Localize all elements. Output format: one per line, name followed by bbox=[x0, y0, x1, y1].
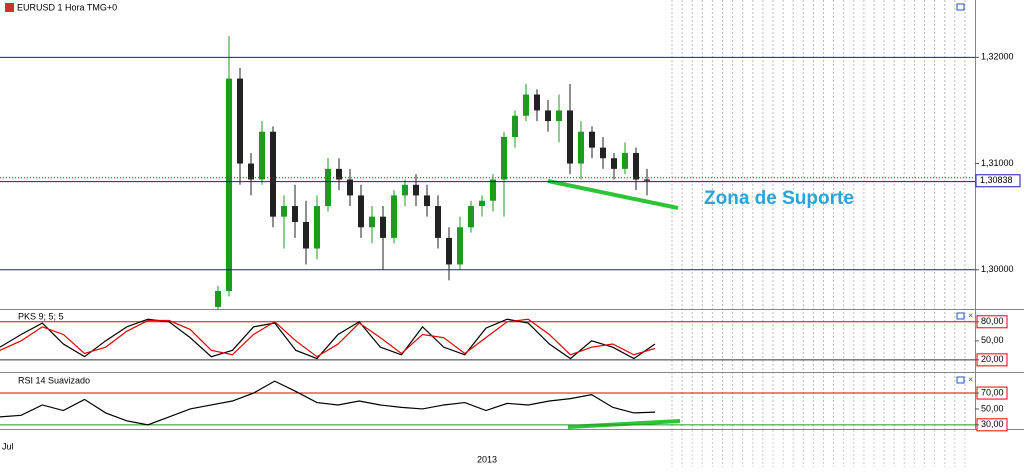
candle-body bbox=[512, 115, 518, 138]
candle-body bbox=[402, 184, 408, 196]
future-grid bbox=[671, 0, 966, 467]
candle-body bbox=[578, 131, 584, 164]
candle-body bbox=[215, 291, 221, 307]
candle-body bbox=[490, 179, 496, 201]
candle-body bbox=[347, 179, 353, 196]
close-button[interactable]: × bbox=[968, 310, 973, 320]
candle-body bbox=[292, 206, 298, 222]
x-tick-label: 2013 bbox=[477, 454, 497, 464]
indicator-line bbox=[0, 318, 656, 360]
y-tick-label: 1,32000 bbox=[981, 52, 1014, 62]
last-price-label: 1,30838 bbox=[980, 175, 1013, 185]
close-button[interactable]: × bbox=[968, 374, 973, 384]
candle-body bbox=[314, 206, 320, 249]
last-price-box bbox=[975, 174, 1021, 188]
y-tick-label: 50,00 bbox=[981, 403, 1004, 413]
candle-body bbox=[600, 147, 606, 159]
candle-body bbox=[468, 206, 474, 228]
candle-body bbox=[248, 163, 254, 180]
candle-body bbox=[336, 168, 342, 180]
candle-body bbox=[534, 94, 540, 111]
candle-body bbox=[380, 216, 386, 238]
panel-title: PKS 9; 5; 5 bbox=[18, 311, 64, 321]
trend-line bbox=[567, 419, 681, 429]
candle-body bbox=[424, 195, 430, 207]
candle-body bbox=[644, 179, 650, 181]
candle-body bbox=[589, 131, 595, 148]
panel-title: RSI 14 Suavizado bbox=[18, 375, 90, 385]
y-tick-label: 50,00 bbox=[981, 335, 1004, 345]
indicator-line bbox=[0, 380, 656, 426]
candle-body bbox=[633, 152, 639, 180]
candle-body bbox=[226, 78, 232, 292]
fx-icon bbox=[5, 3, 14, 12]
x-tick-label: Jul bbox=[2, 441, 14, 451]
candle-body bbox=[567, 110, 573, 164]
candle-body bbox=[391, 195, 397, 238]
chart-title: EURUSD 1 Hora TMG+0 bbox=[17, 2, 117, 12]
candle-body bbox=[369, 216, 375, 228]
annotation: Zona de Suporte bbox=[704, 188, 854, 209]
window-button[interactable] bbox=[956, 376, 965, 384]
y-tick-label: 1,30000 bbox=[981, 264, 1014, 274]
candle-body bbox=[523, 94, 529, 116]
trend-line bbox=[547, 179, 679, 210]
y-tick-label: 20,00 bbox=[981, 354, 1004, 364]
candle-body bbox=[435, 206, 441, 238]
y-tick-label: 80,00 bbox=[981, 316, 1004, 326]
candle-body bbox=[259, 131, 265, 180]
candle-body bbox=[446, 237, 452, 265]
candle-body bbox=[325, 168, 331, 207]
y-tick-label: 30,00 bbox=[981, 419, 1004, 429]
candle-body bbox=[237, 78, 243, 164]
candle-body bbox=[501, 137, 507, 180]
y-tick-label: 70,00 bbox=[981, 387, 1004, 397]
candle-body bbox=[479, 200, 485, 207]
indicator-line bbox=[0, 318, 656, 358]
candle-body bbox=[622, 152, 628, 169]
candle-body bbox=[281, 206, 287, 217]
y-tick-label: 1,31000 bbox=[981, 158, 1014, 168]
candle-body bbox=[303, 221, 309, 249]
window-button[interactable] bbox=[956, 3, 965, 11]
candle-body bbox=[457, 227, 463, 265]
candle-body bbox=[413, 184, 419, 196]
candle-body bbox=[358, 195, 364, 228]
candle-body bbox=[545, 110, 551, 122]
window-button[interactable] bbox=[956, 312, 965, 320]
candle-body bbox=[556, 110, 562, 122]
candle-body bbox=[270, 131, 276, 217]
candle-body bbox=[611, 158, 617, 169]
